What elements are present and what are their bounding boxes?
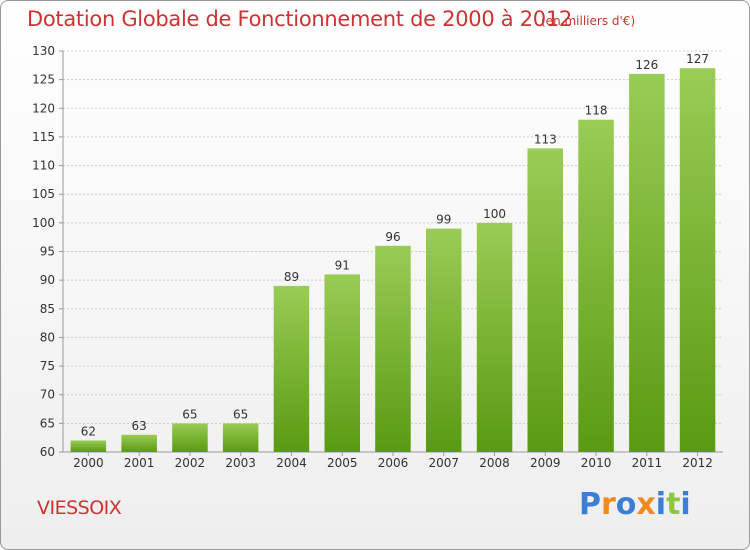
x-tick-label: 2002 [175, 456, 206, 470]
value-label: 96 [385, 230, 400, 244]
value-label: 62 [81, 425, 96, 439]
x-tick-label: 2005 [327, 456, 358, 470]
grid-lines [63, 50, 723, 424]
brand-letter: o [615, 487, 637, 522]
bar-2007 [426, 228, 462, 452]
x-tick-label: 2000 [73, 456, 104, 470]
bar-2011 [629, 73, 665, 453]
x-tick-label: 2011 [632, 456, 663, 470]
bar-2003 [222, 423, 259, 452]
y-tick-label: 130 [32, 44, 55, 58]
y-tick-label: 100 [32, 216, 55, 230]
y-tick-label: 80 [40, 330, 55, 344]
x-tick-label: 2001 [124, 456, 155, 470]
bar-2008 [476, 222, 513, 452]
brand-letter: P [579, 487, 601, 522]
value-label: 100 [483, 207, 506, 221]
x-tick-label: 2003 [225, 456, 256, 470]
y-tick-label: 110 [32, 159, 55, 173]
x-tick-label: 2008 [479, 456, 510, 470]
bar-2002 [172, 423, 208, 452]
value-label: 63 [132, 419, 147, 433]
proxiti-logo[interactable]: Proxiti [579, 487, 691, 522]
bar-2012 [679, 68, 716, 452]
bar-2006 [375, 245, 411, 452]
bar-2005 [324, 274, 360, 452]
brand-letter: i [655, 487, 667, 522]
x-tick-label: 2007 [428, 456, 459, 470]
x-tick-label: 2004 [276, 456, 307, 470]
value-label: 65 [182, 407, 197, 421]
value-label: 65 [233, 407, 248, 421]
bar-2001 [121, 434, 157, 452]
value-label: 127 [686, 52, 709, 66]
value-label: 91 [335, 258, 350, 272]
brand-letter: r [601, 487, 616, 522]
chart-title: Dotation Globale de Fonctionnement de 20… [27, 7, 572, 31]
brand-letter: x [636, 487, 656, 522]
value-label: 113 [534, 132, 557, 146]
value-label: 99 [436, 213, 451, 227]
value-label: 118 [585, 104, 608, 118]
bars [70, 68, 716, 453]
value-label: 89 [284, 270, 299, 284]
brand-letter: i [680, 487, 691, 522]
x-tick-label: 2009 [530, 456, 561, 470]
labels: 60 65 70 75 80 85 90 95 100 105 110 115 120 125 130 200… [32, 44, 713, 470]
brand-letter: t [666, 487, 681, 522]
y-tick-label: 90 [40, 273, 55, 287]
y-tick-label: 120 [32, 101, 55, 115]
x-tick-label: 2012 [682, 456, 713, 470]
y-tick-label: 95 [40, 245, 55, 259]
y-tick-label: 70 [40, 388, 55, 402]
y-tick-label: 65 [40, 416, 55, 430]
y-tick-label: 60 [40, 445, 55, 459]
y-tick-label: 115 [32, 130, 55, 144]
value-label: 126 [635, 58, 658, 72]
x-tick-label: 2006 [378, 456, 409, 470]
bar-2000 [70, 440, 107, 452]
bar-2004 [273, 285, 310, 452]
y-tick-label: 105 [32, 187, 55, 201]
chart-unit: (en milliers d'€) [541, 14, 636, 28]
bar-2009 [527, 148, 563, 452]
y-tick-label: 85 [40, 302, 55, 316]
y-tick-label: 75 [40, 359, 55, 373]
commune-name: VIESSOIX [37, 497, 122, 519]
bar-2010 [578, 119, 614, 452]
x-tick-label: 2010 [581, 456, 612, 470]
y-tick-label: 125 [32, 73, 55, 87]
